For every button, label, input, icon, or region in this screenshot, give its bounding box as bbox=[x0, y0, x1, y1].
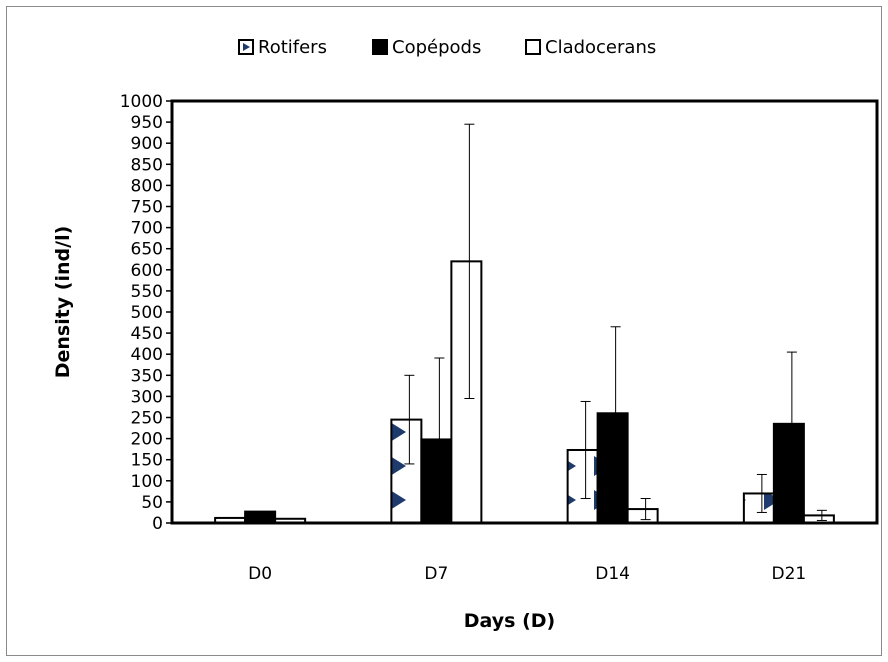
x-tick-label: D14 bbox=[595, 564, 630, 584]
bar-copépods-d21 bbox=[772, 422, 805, 524]
y-tick-label: 400 bbox=[131, 345, 163, 365]
y-tick-label: 350 bbox=[131, 366, 163, 386]
bar-cladocerans-d14 bbox=[626, 508, 659, 525]
legend-label: Rotifers bbox=[258, 37, 327, 58]
y-tick-label: 750 bbox=[131, 198, 163, 218]
y-axis-title: Density (ind/l) bbox=[52, 226, 74, 379]
y-tick-label: 850 bbox=[131, 155, 163, 175]
legend-pattern-icon bbox=[243, 43, 250, 51]
y-tick-label: 950 bbox=[131, 113, 163, 133]
y-tick-label: 150 bbox=[131, 451, 163, 471]
legend-label: Copépods bbox=[392, 37, 481, 58]
bar-chart: Rotifers Copépods Cladocerans 050100150200… bbox=[52, 37, 879, 632]
error-bars bbox=[404, 123, 827, 522]
y-tick-label: 700 bbox=[131, 219, 163, 239]
x-axis: D0 D7 D14 D21 bbox=[248, 564, 806, 584]
legend-swatch-copépods bbox=[372, 39, 388, 55]
y-axis: 0501001502002503003504004505005506006507… bbox=[120, 92, 172, 534]
bar-rotifers-d14 bbox=[566, 448, 599, 524]
chart-frame: Rotifers Copépods Cladocerans 0 50 100 150 200… bbox=[6, 6, 882, 656]
y-tick-label: 300 bbox=[131, 387, 163, 407]
y-tick-label: 250 bbox=[131, 409, 163, 429]
legend-label: Cladocerans bbox=[545, 37, 656, 58]
plot-area-border bbox=[170, 99, 879, 525]
y-tick-label: 200 bbox=[131, 430, 163, 450]
x-tick-label: D0 bbox=[248, 564, 272, 584]
y-tick-label: 550 bbox=[131, 282, 163, 302]
bar-copépods-d14 bbox=[596, 412, 629, 524]
bar-rotifers-d21 bbox=[742, 492, 775, 524]
bar-copépods-d0 bbox=[244, 510, 277, 524]
y-tick-label: 800 bbox=[131, 176, 163, 196]
x-tick-label: D7 bbox=[424, 564, 448, 584]
y-tick-label: 0 bbox=[152, 514, 163, 534]
legend: Rotifers Copépods Cladocerans bbox=[238, 37, 656, 58]
y-tick-label: 450 bbox=[131, 324, 163, 344]
y-tick-label: 900 bbox=[131, 134, 163, 154]
x-axis-title: Days (D) bbox=[464, 610, 555, 632]
x-tick-label: D21 bbox=[772, 564, 807, 584]
y-tick-label: 100 bbox=[131, 472, 163, 492]
y-tick-label: 500 bbox=[131, 303, 163, 323]
bars bbox=[214, 260, 835, 525]
y-tick-label: 1000 bbox=[120, 92, 163, 112]
bar-cladocerans-d7 bbox=[450, 260, 483, 525]
y-tick-label: 50 bbox=[141, 493, 163, 513]
bar-rotifers-d7 bbox=[390, 418, 423, 524]
y-tick-label: 650 bbox=[131, 240, 163, 260]
bar-copépods-d7 bbox=[420, 438, 453, 524]
y-tick-label: 600 bbox=[131, 261, 163, 281]
legend-swatch-cladocerans bbox=[525, 39, 541, 55]
